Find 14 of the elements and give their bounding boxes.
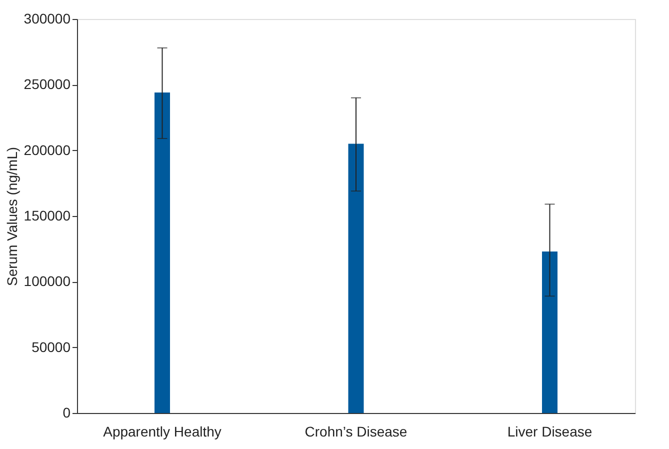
y-tick-label: 200000 (24, 142, 71, 158)
y-tick-label: 50000 (32, 338, 71, 355)
x-tick-label: Crohn’s Disease (304, 424, 408, 440)
y-tick-label: 250000 (24, 76, 71, 92)
bar (542, 251, 558, 413)
y-tick-label: 100000 (24, 273, 71, 290)
y-axis-title: Serum Values (ng/mL) (4, 146, 20, 286)
bar (348, 144, 364, 413)
y-tick-label: 0 (62, 404, 71, 420)
y-tick-label: 150000 (24, 208, 71, 224)
x-tick-label: Apparently Healthy (103, 424, 222, 440)
x-tick-label: Liver Disease (507, 424, 592, 440)
bar (154, 92, 170, 413)
y-tick-label: 300000 (24, 10, 71, 26)
